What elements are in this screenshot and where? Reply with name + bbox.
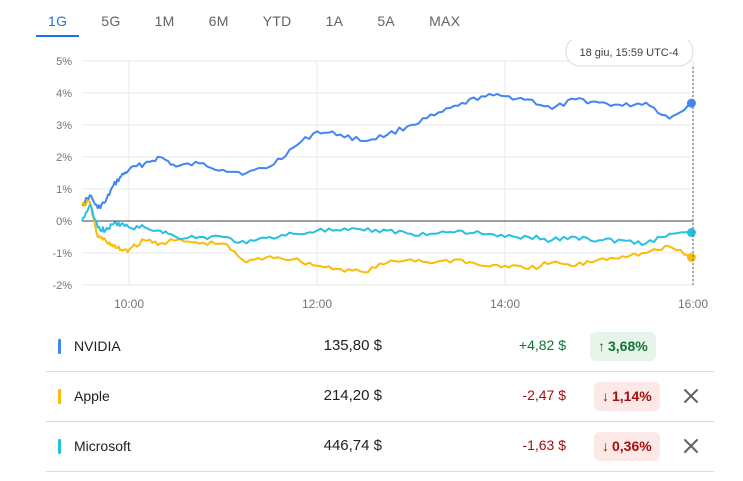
- y-tick-label: 0%: [56, 216, 72, 228]
- tooltip-box: [565, 40, 694, 67]
- stock-price: 446,74 $: [323, 437, 382, 454]
- close-icon[interactable]: [680, 385, 702, 407]
- x-tick-label: 14:00: [490, 297, 520, 311]
- tab-ytd[interactable]: YTD: [262, 13, 292, 29]
- series-endpoint-nvidia: [686, 98, 696, 108]
- table-row-nvidia[interactable]: NVIDIA 135,80 $ +4,82 $ ↑ 3,68%: [46, 322, 714, 372]
- tab-6m[interactable]: 6M: [208, 13, 229, 29]
- y-tick-label: 1%: [56, 184, 72, 196]
- arrow-down-icon: ↓: [602, 438, 609, 454]
- percent-change-badge: ↓ 1,14%: [594, 382, 660, 411]
- stock-name: NVIDIA: [74, 338, 121, 354]
- hover-tooltip: 18 giu, 15:59 UTC-4: [565, 40, 694, 67]
- time-range-tabs: 1G 5G 1M 6M YTD 1A 5A MAX: [36, 10, 494, 37]
- percent-change-badge: ↑ 3,68%: [590, 332, 656, 361]
- comparison-table: NVIDIA 135,80 $ +4,82 $ ↑ 3,68% Apple 214…: [46, 322, 714, 472]
- tab-max[interactable]: MAX: [429, 13, 461, 29]
- y-tick-label: 5%: [56, 56, 72, 68]
- y-tick-label: -1%: [52, 248, 72, 260]
- tab-5a[interactable]: 5A: [377, 13, 396, 29]
- tab-5g[interactable]: 5G: [101, 13, 121, 29]
- y-tick-label: 2%: [56, 152, 72, 164]
- stock-price: 214,20 $: [323, 387, 382, 404]
- tab-1g[interactable]: 1G: [36, 10, 80, 37]
- arrow-down-icon: ↓: [602, 388, 609, 404]
- price-change: +4,82 $: [518, 337, 566, 353]
- stock-name: Microsoft: [74, 438, 131, 454]
- series-color-swatch: [58, 389, 61, 404]
- x-tick-label: 16:00: [678, 297, 708, 311]
- table-row-apple[interactable]: Apple 214,20 $ -2,47 $ ↓ 1,14%: [46, 372, 714, 422]
- stock-price: 135,80 $: [323, 337, 382, 354]
- price-change: -1,63 $: [522, 437, 566, 453]
- series-endpoint-microsoft: [686, 228, 696, 238]
- series-line-nvidia: [81, 92, 692, 210]
- tab-1a[interactable]: 1A: [325, 13, 344, 29]
- y-tick-label: 4%: [56, 88, 72, 100]
- arrow-up-icon: ↑: [598, 338, 605, 354]
- percent-change: 0,36%: [612, 438, 652, 454]
- y-tick-label: 3%: [56, 120, 72, 132]
- table-row-microsoft[interactable]: Microsoft 446,74 $ -1,63 $ ↓ 0,36%: [46, 422, 714, 472]
- percent-change: 1,14%: [612, 388, 652, 404]
- series-line-microsoft: [81, 204, 692, 246]
- close-icon[interactable]: [680, 435, 702, 457]
- tab-1m[interactable]: 1M: [154, 13, 175, 29]
- y-tick-label: -2%: [52, 280, 72, 292]
- percent-change-badge: ↓ 0,36%: [594, 432, 660, 461]
- series-color-swatch: [58, 339, 61, 354]
- price-change: -2,47 $: [522, 387, 566, 403]
- series-endpoint-apple: [686, 252, 696, 262]
- x-tick-label: 12:00: [302, 297, 332, 311]
- series-line-apple: [81, 199, 692, 274]
- tooltip-text: 18 giu, 15:59 UTC-4: [579, 47, 678, 59]
- x-tick-label: 10:00: [114, 297, 144, 311]
- stock-name: Apple: [74, 388, 110, 404]
- percent-change: 3,68%: [608, 338, 648, 354]
- series-color-swatch: [58, 439, 61, 454]
- comparison-chart[interactable]: 5% 4% 3% 2% 1% 0% -1% -2% 10:00 12:00 14:00 16:00 18…: [0, 40, 743, 315]
